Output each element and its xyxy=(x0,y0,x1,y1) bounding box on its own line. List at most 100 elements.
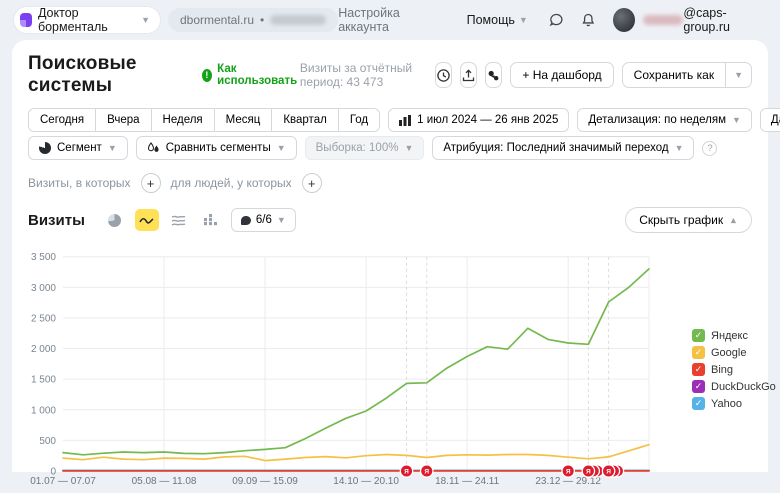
chart-type-line-button[interactable] xyxy=(134,209,159,231)
detalization-select[interactable]: Детализация: по неделям ▼ xyxy=(577,108,752,132)
visits-filter-label: Визиты, в которых xyxy=(28,176,131,190)
two-segments-icon xyxy=(489,70,499,80)
clock-icon xyxy=(437,68,451,82)
chevron-down-icon: ▼ xyxy=(141,14,150,25)
chart-metric-title: Визиты xyxy=(28,211,85,229)
segment-button[interactable]: Сегмент ▼ xyxy=(28,136,128,160)
period-tab-0[interactable]: Сегодня xyxy=(28,108,97,132)
hide-chart-button[interactable]: Скрыть график ▼ xyxy=(625,207,752,233)
y-axis-label: 2 500 xyxy=(31,313,56,324)
sampling-select: Выборка: 100% ▼ xyxy=(304,136,425,160)
legend-checkbox-icon[interactable]: ✓ xyxy=(692,397,705,410)
account-settings-link[interactable]: Настройка аккаунта xyxy=(338,6,400,34)
chevron-down-icon: ▼ xyxy=(734,69,743,80)
add-people-condition-button[interactable]: + xyxy=(301,173,322,193)
legend-item-0[interactable]: ✓ Яндекс xyxy=(692,329,776,342)
masked-counter-id xyxy=(270,15,327,25)
stacked-area-icon xyxy=(171,215,186,226)
compare-segments-button[interactable]: Сравнить сегменты ▼ xyxy=(135,136,297,160)
avatar[interactable] xyxy=(612,8,635,32)
report-card: Поисковые системы ! Как использовать Виз… xyxy=(12,40,780,487)
project-selector[interactable]: Доктор борменталь ▼ xyxy=(14,6,160,34)
x-axis-label: 09.09 — 15.09 xyxy=(232,476,298,487)
x-axis-label: 01.07 — 07.07 xyxy=(30,476,96,487)
chart-type-area-button[interactable] xyxy=(167,209,191,231)
y-axis-label: 1 000 xyxy=(31,405,56,416)
data-mode-select[interactable]: Данные: с роботами ▼ xyxy=(759,108,780,132)
attribution-select[interactable]: Атрибуция: Последний значимый переход ▼ xyxy=(432,136,695,160)
help-icon[interactable]: ? xyxy=(702,140,718,156)
legend-item-2[interactable]: ✓ Bing xyxy=(692,363,776,376)
info-icon: ! xyxy=(201,68,213,82)
people-filter-label: для людей, у которых xyxy=(170,176,292,190)
y-axis-label: 500 xyxy=(39,436,56,447)
how-to-use-link[interactable]: ! Как использовать xyxy=(201,63,300,87)
chart-legend: ✓ Яндекс ✓ Google ✓ Bing ✓ DuckDuckGo ✓ Yahoo xyxy=(692,329,776,410)
series-line-1 xyxy=(62,443,650,462)
site-domain: dbormental.ru xyxy=(179,13,255,27)
legend-item-4[interactable]: ✓ Yahoo xyxy=(692,397,776,410)
masked-email-prefix xyxy=(642,15,684,25)
visits-period-total: Визиты за отчётный период: 43 473 xyxy=(299,61,413,89)
legend-label: Яндекс xyxy=(711,329,748,342)
counter-pill[interactable]: dbormental.ru • xyxy=(167,8,339,32)
legend-label: DuckDuckGo xyxy=(711,380,776,393)
save-as-dropdown-button[interactable]: ▼ xyxy=(726,62,752,88)
y-axis-label: 2 000 xyxy=(31,344,56,355)
x-axis-label: 14.10 — 20.10 xyxy=(333,476,399,487)
compare-button[interactable] xyxy=(485,62,503,88)
add-visit-condition-button[interactable]: + xyxy=(140,173,161,193)
calendar-grid-icon xyxy=(399,114,412,126)
chevron-down-icon: ▼ xyxy=(518,14,528,25)
chevron-down-icon: ▼ xyxy=(404,142,414,153)
legend-checkbox-icon[interactable]: ✓ xyxy=(692,329,705,342)
y-axis-label: 3 000 xyxy=(31,283,56,294)
legend-checkbox-icon[interactable]: ✓ xyxy=(692,363,705,376)
export-button[interactable] xyxy=(460,62,478,88)
legend-label: Yahoo xyxy=(711,397,742,410)
project-name: Доктор борменталь xyxy=(37,6,108,34)
period-tab-1[interactable]: Вчера xyxy=(96,108,152,132)
help-menu[interactable]: Помощь ▼ xyxy=(466,13,528,27)
segment-pie-icon xyxy=(39,142,51,154)
speech-bubble-icon xyxy=(240,215,251,225)
bell-icon[interactable] xyxy=(580,11,597,29)
legend-item-1[interactable]: ✓ Google xyxy=(692,346,776,359)
series-count-button[interactable]: 6/6 ▼ xyxy=(230,208,296,232)
upload-icon xyxy=(463,68,475,81)
legend-item-3[interactable]: ✓ DuckDuckGo xyxy=(692,380,776,393)
y-axis-label: 3 500 xyxy=(31,252,56,263)
series-line-0 xyxy=(62,268,650,456)
line-chart-icon xyxy=(139,217,154,224)
chat-icon[interactable] xyxy=(548,11,565,29)
y-axis-label: 1 500 xyxy=(31,375,56,386)
chart-area[interactable]: 0 500 1 000 1 500 2 000 2 500 3 000 3 500 01.07 … xyxy=(12,237,776,493)
add-to-dashboard-button[interactable]: + На дашборд xyxy=(510,62,614,88)
chevron-up-icon: ▼ xyxy=(729,215,738,226)
column-chart-icon xyxy=(203,214,217,226)
chevron-down-icon: ▼ xyxy=(276,142,286,153)
period-tab-2[interactable]: Неделя xyxy=(151,108,215,132)
period-tab-3[interactable]: Месяц xyxy=(214,108,273,132)
chevron-down-icon: ▼ xyxy=(107,142,117,153)
legend-checkbox-icon[interactable]: ✓ xyxy=(692,346,705,359)
legend-label: Google xyxy=(711,346,747,359)
schedule-report-button[interactable] xyxy=(435,62,453,88)
pie-chart-icon xyxy=(108,213,122,227)
x-axis-label: 05.08 — 11.08 xyxy=(132,476,197,487)
user-email[interactable]: @caps-group.ru xyxy=(642,6,766,34)
x-axis-label: 18.11 — 24.11 xyxy=(435,476,500,487)
chevron-down-icon: ▼ xyxy=(276,214,286,225)
legend-label: Bing xyxy=(711,363,734,376)
legend-checkbox-icon[interactable]: ✓ xyxy=(692,380,705,393)
period-tab-5[interactable]: Год xyxy=(338,108,381,132)
chart-type-pie-button[interactable] xyxy=(103,209,127,231)
period-tab-4[interactable]: Квартал xyxy=(272,108,339,132)
topbar: Доктор борменталь ▼ dbormental.ru • Наст… xyxy=(0,0,780,40)
chart-type-columns-button[interactable] xyxy=(199,209,223,231)
save-as-button[interactable]: Сохранить как xyxy=(621,62,727,88)
period-tabs: Сегодня Вчера Неделя Месяц Квартал Год xyxy=(28,108,381,132)
date-range-button[interactable]: 1 июл 2024 — 26 янв 2025 xyxy=(388,108,570,132)
two-drops-icon xyxy=(147,142,159,152)
